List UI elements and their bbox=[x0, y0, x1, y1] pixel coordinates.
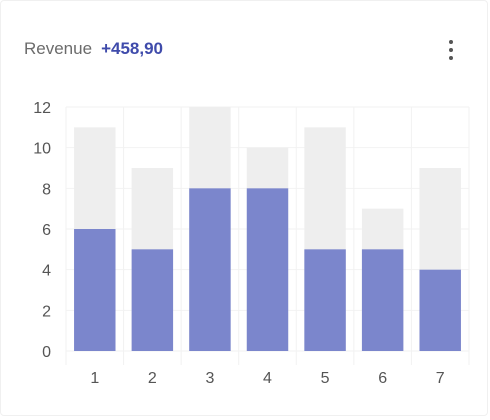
x-tick-label: 6 bbox=[378, 370, 387, 387]
x-axis-labels: 1 2 3 4 5 6 7 bbox=[90, 370, 444, 387]
y-tick-label: 2 bbox=[42, 303, 51, 320]
y-tick-label: 6 bbox=[42, 222, 51, 239]
y-tick-label: 12 bbox=[33, 100, 51, 117]
value-bar bbox=[131, 249, 174, 351]
x-tick-label: 3 bbox=[205, 370, 214, 387]
value-bar bbox=[246, 188, 289, 351]
x-tick-label: 7 bbox=[436, 370, 445, 387]
more-vertical-icon[interactable] bbox=[437, 37, 465, 63]
y-tick-label: 10 bbox=[33, 141, 51, 158]
value-bars bbox=[74, 188, 461, 351]
revenue-value: +458,90 bbox=[101, 39, 163, 58]
x-tick-label: 1 bbox=[90, 370, 99, 387]
value-bar bbox=[74, 229, 116, 351]
x-tick-label: 5 bbox=[321, 370, 330, 387]
card-title: Revenue bbox=[24, 39, 93, 58]
y-tick-label: 4 bbox=[42, 263, 51, 280]
value-bar bbox=[419, 269, 461, 351]
value-bar bbox=[304, 249, 346, 351]
value-bar bbox=[189, 188, 231, 351]
card-header: Revenue +458,90 bbox=[24, 39, 163, 61]
x-tick-label: 2 bbox=[148, 370, 157, 387]
y-tick-label: 0 bbox=[42, 344, 51, 361]
y-tick-label: 8 bbox=[42, 181, 51, 198]
x-tick-label: 4 bbox=[263, 370, 272, 387]
y-axis-labels: 0 2 4 6 8 10 12 bbox=[33, 100, 51, 361]
value-bar bbox=[361, 249, 404, 351]
